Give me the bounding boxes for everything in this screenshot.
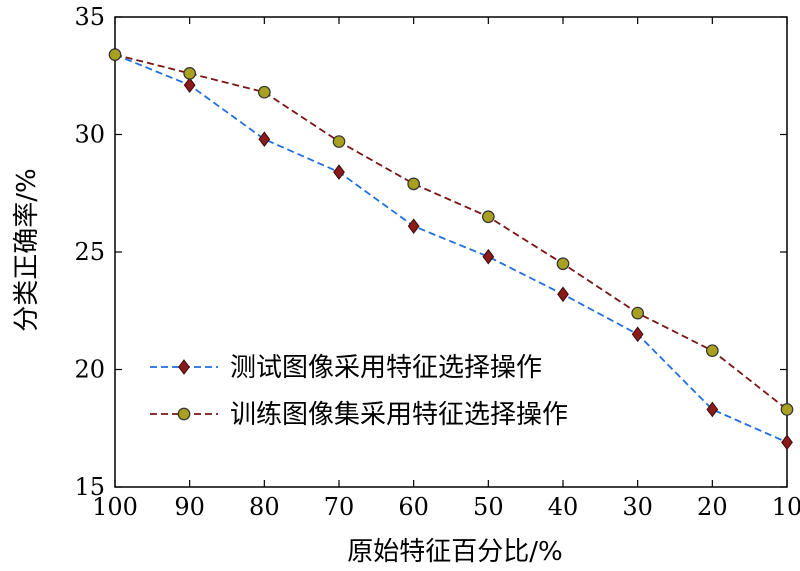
x-tick-label: 50 <box>473 493 504 521</box>
data-point <box>183 67 197 80</box>
series-line <box>114 53 788 444</box>
y-axis-label: 分类正确率/% <box>12 168 42 331</box>
data-point <box>631 326 644 343</box>
x-tick-label: 80 <box>249 493 280 521</box>
y-tick-label: 25 <box>74 238 105 266</box>
data-point <box>557 286 569 303</box>
data-point <box>332 135 346 148</box>
x-tick-label: 90 <box>174 493 205 521</box>
data-point <box>705 344 719 358</box>
series-2 <box>108 48 794 416</box>
data-point <box>108 48 122 61</box>
data-point <box>257 85 271 99</box>
data-point <box>333 164 345 180</box>
data-point <box>481 210 495 224</box>
x-tick-label: 10 <box>772 493 800 521</box>
data-point <box>706 401 719 418</box>
data-point <box>183 77 196 93</box>
y-tick-label: 20 <box>74 356 105 384</box>
data-point <box>407 177 421 191</box>
series-1 <box>109 46 793 451</box>
y-tick-label: 15 <box>74 473 105 501</box>
x-axis-label: 原始特征百分比/% <box>347 537 562 567</box>
legend-label: 测试图像采用特征选择操作 <box>230 353 542 383</box>
legend-marker <box>177 407 191 421</box>
y-tick-label: 35 <box>74 3 105 31</box>
legend-marker <box>178 359 190 375</box>
data-point <box>556 257 570 271</box>
x-tick-label: 40 <box>548 493 579 521</box>
x-tick-label: 60 <box>398 493 429 521</box>
series-layer <box>108 46 794 451</box>
axes: 100 90 80 70 60 50 40 30 20 10 15 20 25 30 35 <box>74 3 800 521</box>
series-line <box>114 53 788 411</box>
x-tick-label: 20 <box>697 493 728 521</box>
x-tick-label: 30 <box>622 493 653 521</box>
data-point <box>258 131 271 148</box>
data-point <box>482 248 495 265</box>
data-point <box>780 403 794 416</box>
x-tick-label: 70 <box>324 493 355 521</box>
data-point <box>631 306 645 320</box>
x-tick-label: 100 <box>92 493 138 521</box>
legend-label: 训练图像集采用特征选择操作 <box>230 400 568 430</box>
y-tick-label: 30 <box>74 121 105 149</box>
data-point <box>407 218 420 234</box>
data-point <box>781 434 793 451</box>
